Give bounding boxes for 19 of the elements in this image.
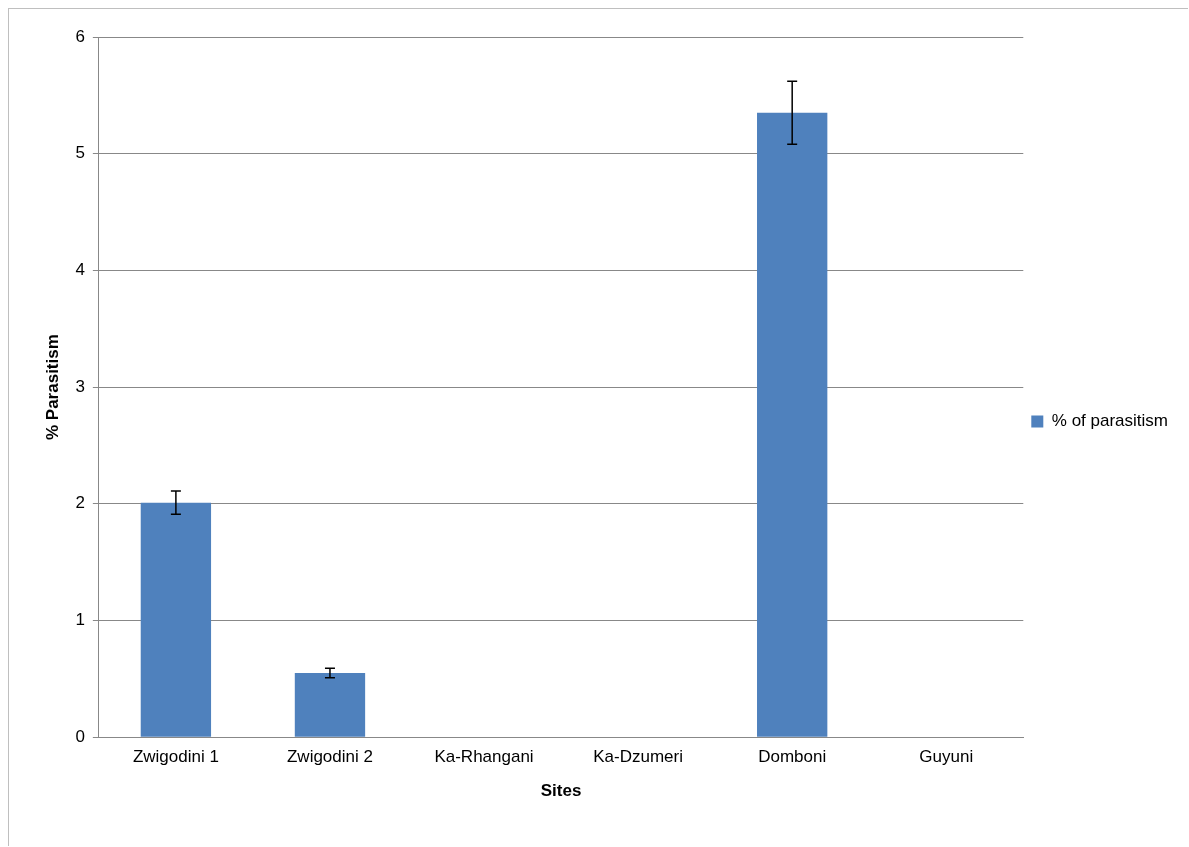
y-tick-label: 1 (75, 610, 85, 630)
bar (294, 673, 366, 737)
x-tick-label: Domboni (758, 747, 827, 767)
y-tick-label: 4 (75, 260, 85, 280)
y-tick-label: 2 (75, 493, 85, 513)
y-tick-label: 6 (75, 26, 85, 46)
x-tick-label: Zwigodini 1 (132, 747, 219, 767)
legend-label: % of parasitism (1051, 411, 1168, 431)
bar (757, 112, 828, 737)
y-tick-label: 3 (75, 376, 85, 396)
y-tick-label: 0 (75, 726, 85, 746)
x-tick-label: Zwigodini 2 (286, 747, 373, 767)
y-axis-title: % Parasitism (42, 334, 62, 441)
bar (140, 502, 212, 737)
x-tick-label: Ka-Dzumeri (593, 747, 683, 767)
x-tick-label: Ka-Rhangani (434, 747, 534, 767)
y-tick-label: 5 (75, 143, 85, 163)
x-axis-title: Sites (540, 781, 582, 801)
x-tick-label: Guyuni (919, 747, 974, 767)
